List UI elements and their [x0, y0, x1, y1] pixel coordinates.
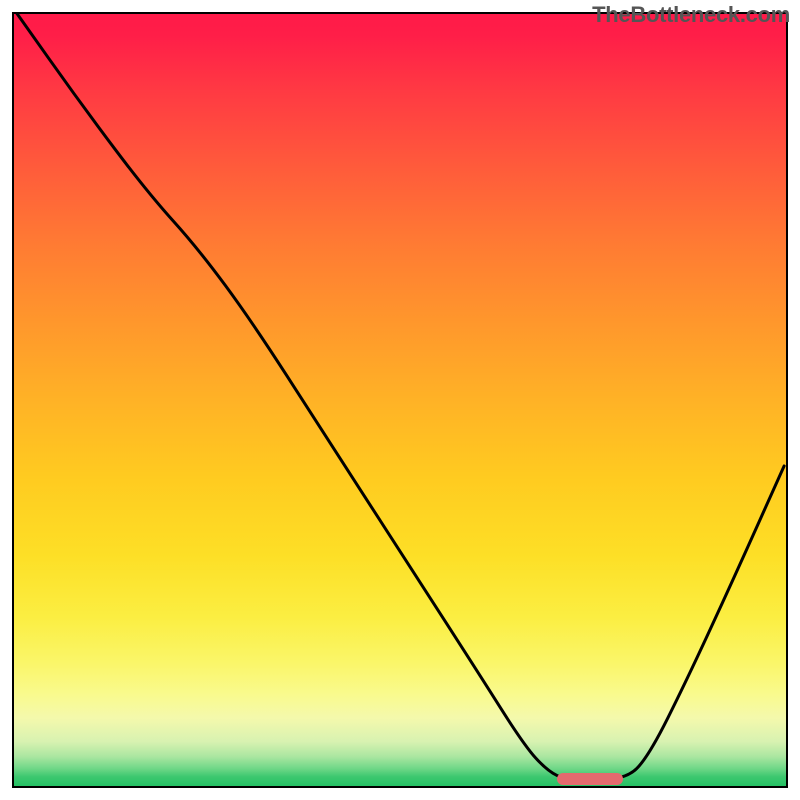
watermark-text: TheBottleneck.com [592, 2, 790, 28]
chart-container [12, 12, 788, 788]
chart-background [12, 12, 788, 788]
optimal-marker [557, 773, 623, 785]
chart-plot-svg [12, 12, 788, 788]
